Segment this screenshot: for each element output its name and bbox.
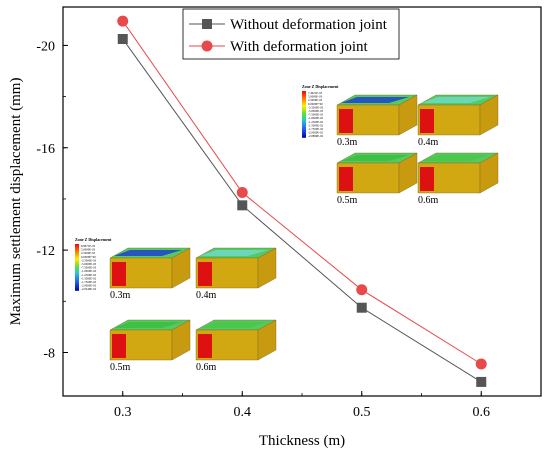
colorbar-tick-label: 0.0000E+00 [308,102,323,106]
displacement-stripe [114,250,182,256]
box-side-face [479,152,499,194]
colorbar-tick-label: -7.5000E-03 [81,266,97,270]
legend-marker-square [202,19,212,29]
colorbar-tick-label: -2.5000E-03 [81,258,97,262]
colorbar-tick-label: -5.0000E-03 [81,262,97,266]
colorbar-tick-label: -1.7500E-02 [308,127,324,131]
colorbar-tick-label: 2.5000E-03 [81,251,96,255]
panel-label: 0.4m [196,290,217,301]
box-end-face [198,262,212,286]
colorbar-gradient [302,91,306,138]
colorbar-tick-label: 5.0000E-03 [308,95,323,99]
box-side-face [257,319,277,361]
y-tick-label: -8 [43,346,55,361]
x-tick-label: 0.4 [234,405,252,420]
colorbar-tick-label: 7.4921E-03 [308,91,323,95]
data-point-square [356,302,367,313]
colorbar-title: Zone Z Displacement [75,237,112,242]
panel-label: 0.5m [337,195,358,206]
box-side-face [171,247,191,289]
colorbar-tick-label: -1.5000E-02 [81,276,97,280]
colorbar-gradient [75,244,79,291]
colorbar-tick-label: 2.5000E-03 [308,98,323,102]
legend-label: Without deformation joint [230,17,388,33]
x-tick-label: 0.6 [473,405,491,420]
inset-group: Zone Z Displacement 7.4921E-035.0000E-032… [302,84,499,206]
colorbar-tick-label: -1.2500E-02 [308,120,324,124]
displacement-stripe [341,97,409,103]
panel-label: 0.3m [110,290,131,301]
colorbar-tick-label: -1.7500E-02 [81,280,97,284]
colorbar-tick-label: -7.5000E-03 [308,113,324,117]
colorbar-tick-label: -2.0000E-02 [308,131,324,135]
data-point-square [117,33,128,44]
colorbar-tick-label: -1.5000E-02 [308,123,324,127]
panel-label: 0.3m [337,137,358,148]
colorbar-tick-label: -1.0000E-02 [81,269,97,273]
x-axis-title: Thickness (m) [259,433,345,449]
axes-layer: 0.3 0.4 0.5 0.6 -20 -16 -12 -8 Thickness (m) Maxi… [8,6,542,449]
inset-group: Zone Z Displacement 8.8671E-035.0000E-032… [75,237,277,373]
colorbar-tick-label: -5.0000E-03 [308,109,324,113]
y-tick-label: -20 [36,39,55,54]
colorbar-tick-label: 8.8671E-03 [81,244,96,248]
colorbar-tick-label: -2.0240E-02 [81,287,97,291]
colorbar-tick-label: -2.0000E-02 [81,284,97,288]
box-end-face [112,334,126,358]
colorbar-tick-label: 0.0000E+00 [81,255,96,259]
box-side-face [398,152,418,194]
series-line [122,20,482,365]
colorbar-tick-label: -2.0899E-02 [308,134,324,138]
y-tick-label: -12 [36,244,55,259]
legend-marker-circle [201,40,213,52]
displacement-stripe [422,97,490,103]
panel-label: 0.5m [110,362,131,373]
displacement-stripe [200,322,268,328]
data-point-circle [117,15,129,27]
colorbar-tick-label: -2.5000E-03 [308,105,324,109]
colorbar-tick-label: 5.0000E-03 [81,248,96,252]
y-axis-title: Maximum settlement displacement (mm) [8,78,24,326]
box-end-face [339,109,353,133]
panel-label: 0.6m [196,362,217,373]
colorbar-title: Zone Z Displacement [302,84,339,89]
box-side-face [171,319,191,361]
displacement-stripe [114,322,182,328]
colorbar-tick-label: -1.2500E-02 [81,273,97,277]
legend-layer: Without deformation joint With deformatio… [182,8,400,60]
box-end-face [339,167,353,191]
data-point-circle [356,284,368,296]
panel-label: 0.6m [418,195,439,206]
box-end-face [198,334,212,358]
x-tick-label: 0.5 [353,405,371,420]
displacement-stripe [341,155,409,161]
box-side-face [257,247,277,289]
box-end-face [112,262,126,286]
data-point-circle [236,187,248,199]
box-side-face [479,94,499,136]
x-tick-label: 0.3 [114,405,132,420]
box-side-face [398,94,418,136]
inset-layer: Zone Z Displacement7.4921E-035.0000E-032… [75,84,499,373]
data-point-circle [475,358,487,370]
data-point-square [476,376,487,387]
legend-label: With deformation joint [230,39,369,55]
displacement-stripe [200,250,268,256]
y-tick-label: -16 [36,142,55,157]
series-layer [117,15,487,387]
series-line [122,38,482,383]
displacement-stripe [422,155,490,161]
panel-label: 0.4m [418,137,439,148]
box-end-face [420,109,434,133]
colorbar-tick-label: -1.0000E-02 [308,116,324,120]
box-end-face [420,167,434,191]
legend-box [182,8,400,60]
data-point-square [237,200,248,211]
